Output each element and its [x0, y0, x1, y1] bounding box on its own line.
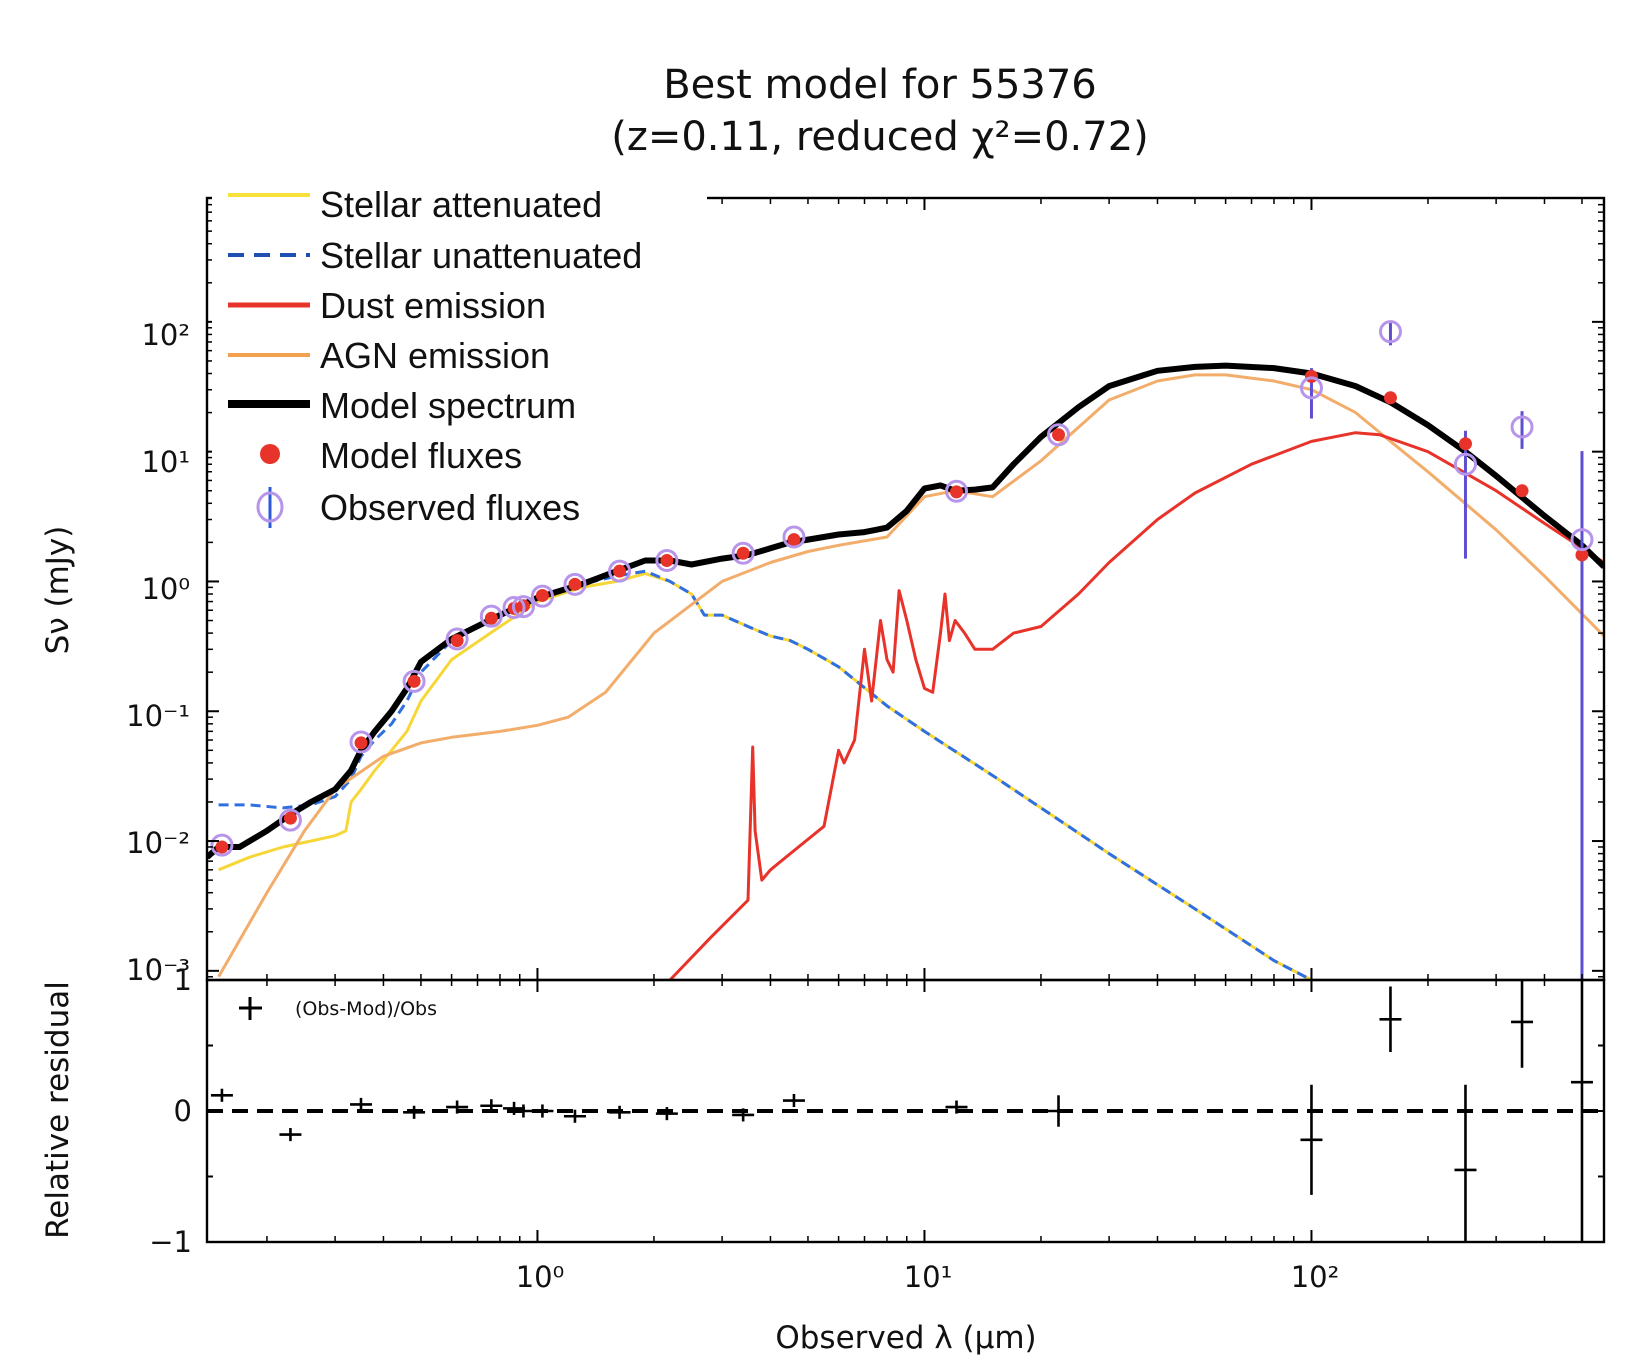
model-flux-point-15 — [1052, 428, 1066, 442]
observed-flux-point-14 — [945, 479, 969, 503]
observed-flux-point-0 — [210, 833, 234, 857]
model-flux-point-5 — [484, 611, 498, 625]
xtick-label-1e2: 10² — [1291, 1260, 1340, 1294]
main-points — [210, 320, 1594, 980]
observed-flux-point-18 — [1453, 452, 1477, 476]
model-flux-point-18 — [1458, 437, 1472, 451]
observed-flux-point-5 — [479, 604, 503, 628]
observed-flux-point-12 — [731, 541, 755, 565]
xtick-label-1e1: 10¹ — [904, 1260, 953, 1294]
observed-flux-point-3 — [402, 669, 426, 693]
x-tick-labels: 10⁰ 10¹ 10² — [516, 1260, 1340, 1294]
residual-legend: (Obs-Mod)/Obs — [239, 997, 437, 1020]
legend-background — [212, 188, 707, 533]
ytick-label-1e1: 10¹ — [141, 445, 190, 479]
ytick-label-1e-2: 10⁻² — [126, 826, 190, 860]
ytick-label-1e-3: 10⁻³ — [126, 953, 190, 987]
model-flux-point-0 — [215, 840, 229, 854]
legend-label-observed-fluxes: Observed fluxes — [320, 487, 580, 528]
model-flux-point-13 — [787, 533, 801, 547]
legend-swatch-observed-fluxes — [256, 491, 284, 523]
model-flux-point-9 — [568, 577, 582, 591]
model-flux-point-10 — [613, 564, 627, 578]
res-ytick-label-1: 1 — [174, 963, 192, 997]
residual-legend-label: (Obs-Mod)/Obs — [295, 998, 437, 1020]
observed-flux-point-13 — [782, 525, 806, 549]
legend-label-model-spectrum: Model spectrum — [320, 385, 576, 426]
residual-plot-area — [207, 980, 1604, 1242]
model-flux-point-20 — [1575, 548, 1589, 562]
series-line-stellar-attenuated — [218, 572, 1313, 980]
model-flux-point-3 — [407, 674, 421, 688]
observed-flux-point-9 — [563, 572, 587, 596]
legend-swatch-model-fluxes — [260, 444, 280, 464]
res-ytick-label-m1: −1 — [149, 1225, 192, 1259]
observed-flux-point-2 — [349, 730, 373, 754]
observed-flux-point-19 — [1510, 415, 1534, 439]
observed-flux-point-15 — [1047, 423, 1071, 447]
chart-title: Best model for 55376 — [663, 62, 1097, 108]
model-flux-point-14 — [950, 485, 964, 499]
legend-label-agn-emission: AGN emission — [320, 335, 550, 376]
observed-flux-point-20 — [1570, 528, 1594, 552]
legend-label-model-fluxes: Model fluxes — [320, 435, 522, 476]
legend-label-stellar-unattenuated: Stellar unattenuated — [320, 235, 642, 276]
model-flux-point-4 — [450, 634, 464, 648]
model-flux-point-2 — [354, 736, 368, 750]
observed-flux-point-17 — [1378, 320, 1402, 344]
observed-flux-point-8 — [530, 584, 554, 608]
observed-flux-point-11 — [655, 549, 679, 573]
series-line-agn-emission — [217, 373, 1604, 978]
ytick-label-1e2: 10² — [141, 318, 190, 352]
ytick-label-1e-1: 10⁻¹ — [126, 699, 190, 733]
chart-subtitle: (z=0.11, reduced χ²=0.72) — [611, 114, 1149, 160]
x-axis-label: Observed λ (μm) — [775, 1320, 1036, 1356]
res-ytick-label-0: 0 — [174, 1094, 192, 1128]
model-flux-point-17 — [1383, 391, 1397, 405]
observed-flux-point-6 — [502, 595, 526, 619]
model-flux-point-19 — [1515, 484, 1529, 498]
observed-flux-point-16 — [1299, 376, 1323, 400]
legend-label-stellar-attenuated: Stellar attenuated — [320, 184, 602, 225]
ytick-label-1e0: 10⁰ — [141, 572, 190, 606]
main-y-axis-label: Sν (mJy) — [40, 526, 76, 655]
observed-flux-point-7 — [511, 595, 535, 619]
legend-label-dust-emission: Dust emission — [320, 285, 546, 326]
observed-flux-point-10 — [608, 559, 632, 583]
observed-flux-point-4 — [445, 627, 469, 651]
residual-y-tick-labels: −1 0 1 — [149, 963, 192, 1259]
series-line-stellar-unattenuated — [218, 569, 1313, 980]
observed-flux-point-1 — [278, 808, 302, 832]
main-y-tick-labels: 10⁻³ 10⁻² 10⁻¹ 10⁰ 10¹ 10² — [126, 318, 190, 987]
series-line-dust-emission — [668, 431, 1604, 980]
xtick-label-1e0: 10⁰ — [516, 1260, 565, 1294]
model-flux-point-11 — [660, 554, 674, 568]
model-flux-point-12 — [736, 546, 750, 560]
residual-y-axis-label: Relative residual — [40, 981, 76, 1239]
model-flux-point-8 — [535, 588, 549, 602]
model-flux-point-1 — [283, 811, 297, 825]
legend: Stellar attenuated Stellar unattenuated … — [228, 184, 642, 528]
